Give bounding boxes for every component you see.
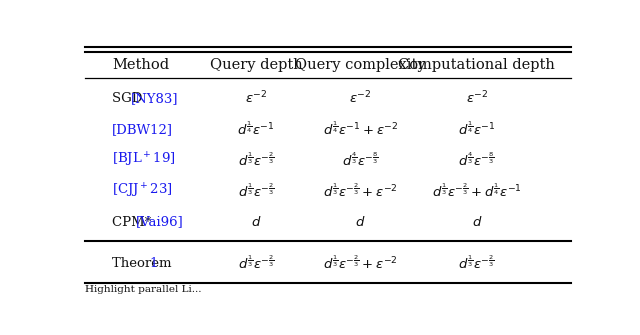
Text: $d^{\frac{4}{3}}\epsilon^{-\frac{8}{3}}$: $d^{\frac{4}{3}}\epsilon^{-\frac{8}{3}}$ [342,151,379,169]
Text: SGD: SGD [112,92,147,105]
Text: $d^{\frac{4}{3}}\epsilon^{-\frac{8}{3}}$: $d^{\frac{4}{3}}\epsilon^{-\frac{8}{3}}$ [458,151,495,169]
Text: Query complexity: Query complexity [295,58,426,72]
Text: CPM*: CPM* [112,215,156,228]
Text: [BJL$^+$19]: [BJL$^+$19] [112,151,176,169]
Text: Method: Method [112,58,170,72]
Text: $d^{\frac{1}{4}}\epsilon^{-1}$: $d^{\frac{1}{4}}\epsilon^{-1}$ [237,121,275,138]
Text: $\epsilon^{-2}$: $\epsilon^{-2}$ [465,90,488,107]
Text: $d^{\frac{1}{3}}\epsilon^{-\frac{2}{3}}$: $d^{\frac{1}{3}}\epsilon^{-\frac{2}{3}}$ [458,255,495,272]
Text: $d^{\frac{1}{3}}\epsilon^{-\frac{2}{3}}$: $d^{\frac{1}{3}}\epsilon^{-\frac{2}{3}}$ [237,183,275,200]
Text: 1: 1 [150,257,158,270]
Text: $d^{\frac{1}{4}}\epsilon^{-1}+\epsilon^{-2}$: $d^{\frac{1}{4}}\epsilon^{-1}+\epsilon^{… [323,121,398,138]
Text: $d^{\frac{1}{4}}\epsilon^{-1}$: $d^{\frac{1}{4}}\epsilon^{-1}$ [458,121,495,138]
Text: $d$: $d$ [355,215,365,229]
Text: Highlight parallel Li...: Highlight parallel Li... [85,284,202,293]
Text: [Vai96]: [Vai96] [136,215,183,228]
Text: $d^{\frac{1}{3}}\epsilon^{-\frac{2}{3}}$: $d^{\frac{1}{3}}\epsilon^{-\frac{2}{3}}$ [237,151,275,169]
Text: [NY83]: [NY83] [131,92,179,105]
Text: Query depth: Query depth [210,58,303,72]
Text: $d$: $d$ [472,215,482,229]
Text: $d$: $d$ [251,215,261,229]
Text: [CJJ$^+$23]: [CJJ$^+$23] [112,182,173,200]
Text: $d^{\frac{1}{3}}\epsilon^{-\frac{2}{3}}+\epsilon^{-2}$: $d^{\frac{1}{3}}\epsilon^{-\frac{2}{3}}+… [323,255,397,272]
Text: $\epsilon^{-2}$: $\epsilon^{-2}$ [349,90,371,107]
Text: $d^{\frac{1}{3}}\epsilon^{-\frac{2}{3}}+\epsilon^{-2}$: $d^{\frac{1}{3}}\epsilon^{-\frac{2}{3}}+… [323,183,397,200]
Text: [DBW12]: [DBW12] [112,123,173,136]
Text: Computational depth: Computational depth [398,58,556,72]
Text: Theorem: Theorem [112,257,176,270]
Text: $\epsilon^{-2}$: $\epsilon^{-2}$ [245,90,268,107]
Text: $d^{\frac{1}{3}}\epsilon^{-\frac{2}{3}}+d^{\frac{1}{4}}\epsilon^{-1}$: $d^{\frac{1}{3}}\epsilon^{-\frac{2}{3}}+… [432,183,522,200]
Text: $d^{\frac{1}{3}}\epsilon^{-\frac{2}{3}}$: $d^{\frac{1}{3}}\epsilon^{-\frac{2}{3}}$ [237,255,275,272]
